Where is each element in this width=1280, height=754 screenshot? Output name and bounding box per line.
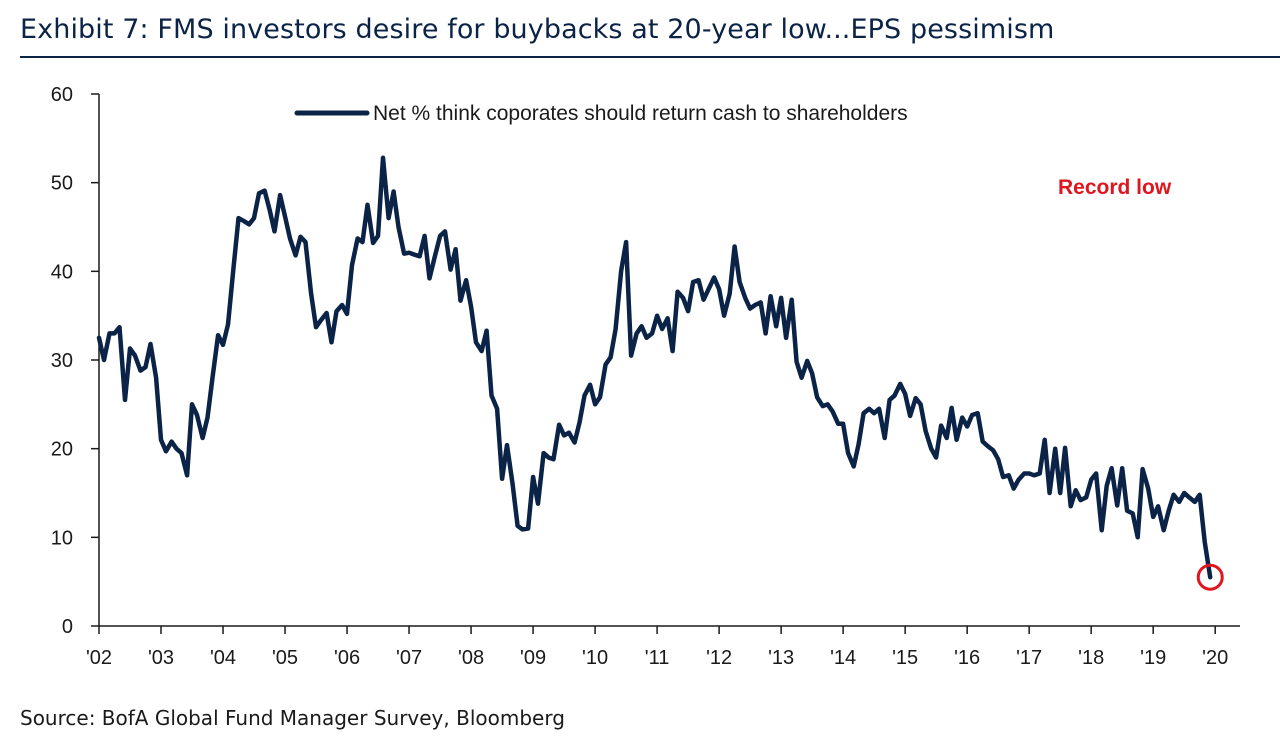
x-axis: '02 '03 '04 '05 '06 '07 '08 '09 '10 '11 '12 '13 '14 '… <box>86 625 1240 669</box>
y-axis: 0 10 20 30 40 50 60 <box>51 84 100 638</box>
y-tick-label: 60 <box>51 84 73 106</box>
record-low-label: Record low <box>1058 176 1172 199</box>
x-tick-label: '14 <box>830 647 856 669</box>
x-tick-label: '11 <box>645 647 670 669</box>
x-tick-label: '04 <box>210 647 236 669</box>
x-tick-label: '12 <box>706 647 732 669</box>
y-tick-label: 30 <box>51 350 73 372</box>
x-tick-label: '18 <box>1078 647 1104 669</box>
x-tick-label: '19 <box>1140 647 1166 669</box>
x-tick-label: '13 <box>768 647 794 669</box>
title-underline <box>20 56 1280 58</box>
x-tick-label: '02 <box>86 647 112 669</box>
y-tick-label: 40 <box>51 261 73 283</box>
y-tick-label: 50 <box>51 173 73 195</box>
x-tick-label: '03 <box>148 647 174 669</box>
series-layer <box>96 155 1213 580</box>
y-tick-label: 10 <box>51 527 73 549</box>
x-tick-label: '08 <box>458 647 484 669</box>
x-tick-label: '07 <box>396 647 422 669</box>
x-tick-label: '17 <box>1016 647 1042 669</box>
x-tick-label: '10 <box>582 647 608 669</box>
y-tick-label: 20 <box>51 439 73 461</box>
y-tick-label: 0 <box>62 616 73 638</box>
record-low-marker <box>1196 563 1224 591</box>
source-note: Source: BofA Global Fund Manager Survey,… <box>20 706 565 730</box>
x-tick-label: '05 <box>272 647 298 669</box>
x-tick-label: '16 <box>954 647 980 669</box>
x-tick-label: '20 <box>1202 647 1228 669</box>
annotations: Record low <box>1058 176 1224 591</box>
chart-title: Exhibit 7: FMS investors desire for buyb… <box>20 14 1055 45</box>
x-tick-label: '06 <box>334 647 360 669</box>
legend: Net % think coporates should return cash… <box>294 102 908 125</box>
x-tick-label: '15 <box>892 647 918 669</box>
legend-label: Net % think coporates should return cash… <box>373 102 908 125</box>
x-tick-label: '09 <box>520 647 546 669</box>
series-line <box>96 155 1213 580</box>
